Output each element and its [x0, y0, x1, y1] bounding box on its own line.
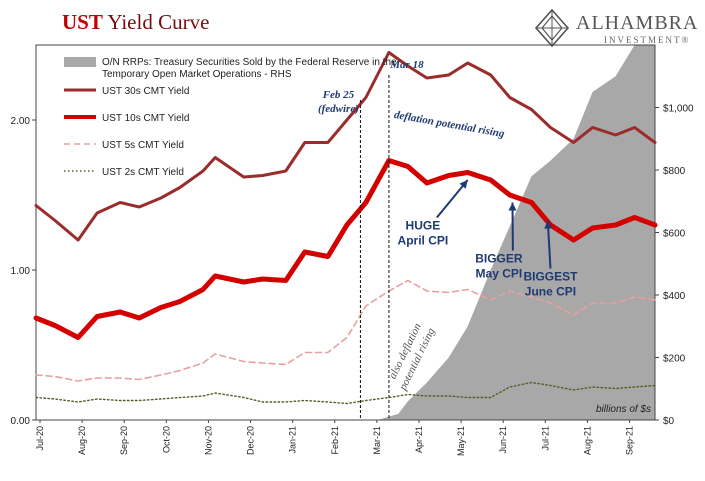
cpi-arrow-head-icon — [544, 220, 553, 229]
chart-title-part1: UST — [62, 10, 103, 34]
series-line-y2 — [35, 381, 656, 405]
x-tick-label: Jul-21 — [540, 426, 550, 451]
x-tick-label: Feb-21 — [330, 426, 340, 455]
chart-title-part2: Yield Curve — [107, 10, 210, 34]
right-tick-label: $400 — [663, 291, 686, 302]
legend-label-y10: UST 10s CMT Yield — [102, 113, 189, 124]
event-label: Mar 18 — [389, 59, 424, 71]
x-tick-label: Mar-21 — [372, 426, 382, 455]
legend-label-y2: UST 2s CMT Yield — [102, 167, 184, 178]
brand-star-icon — [534, 8, 570, 48]
cpi-arrow-head-icon — [508, 202, 517, 211]
brand-sub: INVESTMENT® — [604, 35, 691, 45]
legend-label-rrp-cont: Temporary Open Market Operations - RHS — [102, 69, 292, 80]
legend-label-rrp: O/N RRPs: Treasury Securities Sold by th… — [102, 57, 397, 68]
cpi-label-line2: May CPI — [476, 267, 523, 281]
x-tick-label: Dec-20 — [246, 426, 256, 455]
brand-name: ALHAMBRA — [576, 12, 699, 34]
cpi-label-line1: BIGGEST — [523, 270, 578, 284]
x-tick-label: Jul-20 — [35, 426, 45, 451]
right-tick-label: $1,000 — [663, 104, 694, 115]
left-tick-label: 0.00 — [11, 416, 31, 427]
event-label: Feb 25 — [322, 89, 355, 101]
x-tick-label: Sep-20 — [119, 426, 129, 455]
cpi-label-line1: BIGGER — [475, 252, 523, 266]
x-tick-label: Sep-21 — [625, 426, 635, 455]
legend-label-y30: UST 30s CMT Yield — [102, 86, 189, 97]
legend-label-y5: UST 5s CMT Yield — [102, 140, 184, 151]
x-tick-label: Aug-20 — [77, 426, 87, 455]
cpi-arrow-head-icon — [459, 180, 468, 189]
chart-title: UST Yield Curve — [62, 10, 209, 35]
rrp-area — [36, 45, 655, 420]
x-tick-label: Oct-20 — [161, 426, 171, 453]
x-tick-label: Jun-21 — [498, 426, 508, 454]
x-tick-label: May-21 — [456, 426, 466, 456]
left-tick-label: 2.00 — [11, 116, 31, 127]
event-sublabel: (fedwire) — [318, 103, 359, 115]
x-tick-label: Jan-21 — [288, 426, 298, 454]
series-line-y10 — [33, 158, 658, 340]
series-line-y30 — [34, 51, 657, 242]
right-axis-unit-label: billions of $s — [596, 404, 651, 415]
right-tick-label: $800 — [663, 166, 686, 177]
cpi-label-line1: HUGE — [406, 219, 441, 233]
annotation-deflation: deflation potential rising — [393, 109, 506, 140]
right-tick-label: $200 — [663, 354, 686, 365]
left-tick-label: 1.00 — [11, 266, 31, 277]
cpi-arrow-shaft — [436, 179, 469, 219]
x-tick-label: Aug-21 — [582, 426, 592, 455]
cpi-label-line2: June CPI — [525, 285, 576, 299]
x-tick-label: Apr-21 — [414, 426, 424, 453]
legend-swatch-rrp — [64, 57, 96, 67]
right-tick-label: $600 — [663, 229, 686, 240]
series-line-y5 — [35, 279, 656, 382]
right-tick-label: $0 — [663, 416, 675, 427]
x-tick-label: Nov-20 — [203, 426, 213, 455]
cpi-label-line2: April CPI — [398, 234, 449, 248]
cpi-arrow-shaft — [546, 220, 552, 269]
brand-logo: ALHAMBRA INVESTMENT® — [532, 8, 700, 50]
